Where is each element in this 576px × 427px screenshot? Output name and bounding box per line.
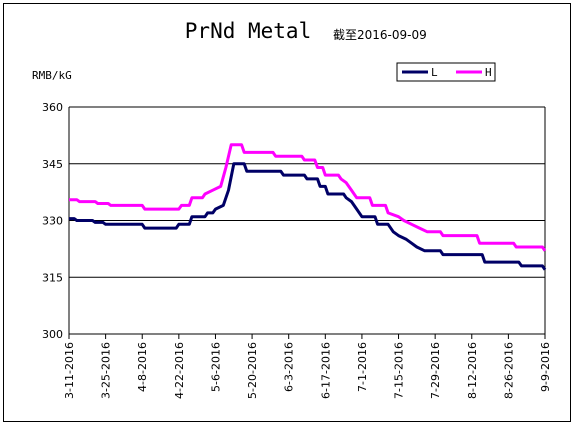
y-tick-label: 345 [42, 158, 63, 171]
x-tick-label: 3-25-2016 [100, 342, 113, 399]
x-tick-label: 4-22-2016 [173, 342, 186, 399]
x-tick-label: 5-20-2016 [246, 342, 259, 399]
y-tick-label: 360 [42, 101, 63, 114]
legend-box [396, 62, 496, 82]
x-tick-label: 5-6-2016 [209, 342, 222, 392]
x-tick-label: 7-29-2016 [429, 342, 442, 399]
legend-label-h: H [485, 66, 492, 79]
x-tick-label: 9-9-2016 [539, 342, 552, 392]
chart-title: PrNd Metal [185, 19, 311, 43]
x-tick-label: 7-15-2016 [393, 342, 406, 399]
y-tick-labels: 300 315 330 345 360 [42, 101, 63, 341]
x-tick-label: 4-8-2016 [136, 342, 149, 392]
legend-label-l: L [431, 66, 438, 79]
series-line-l [69, 162, 547, 271]
y-tick-label: 300 [42, 328, 63, 341]
y-axis-unit-label: RMB/kG [32, 69, 72, 82]
x-tick-label: 6-17-2016 [319, 342, 332, 399]
axes [68, 107, 546, 339]
series-lines [69, 143, 547, 271]
x-tick-label: 3-11-2016 [63, 342, 76, 399]
x-tick-labels: 3-11-2016 3-25-2016 4-8-2016 4-22-2016 5-6-2… [63, 342, 552, 399]
y-tick-label: 315 [42, 271, 63, 284]
x-tick-label: 6-3-2016 [283, 342, 296, 392]
grid-lines [69, 106, 545, 278]
x-tick-label: 7-1-2016 [356, 342, 369, 392]
x-tick-label: 8-12-2016 [466, 342, 479, 399]
chart-subtitle: 截至2016-09-09 [333, 28, 427, 42]
x-tick-label: 8-26-2016 [502, 342, 515, 399]
y-tick-label: 330 [42, 215, 63, 228]
legend: L H [396, 62, 496, 82]
series-line-h [69, 143, 547, 252]
